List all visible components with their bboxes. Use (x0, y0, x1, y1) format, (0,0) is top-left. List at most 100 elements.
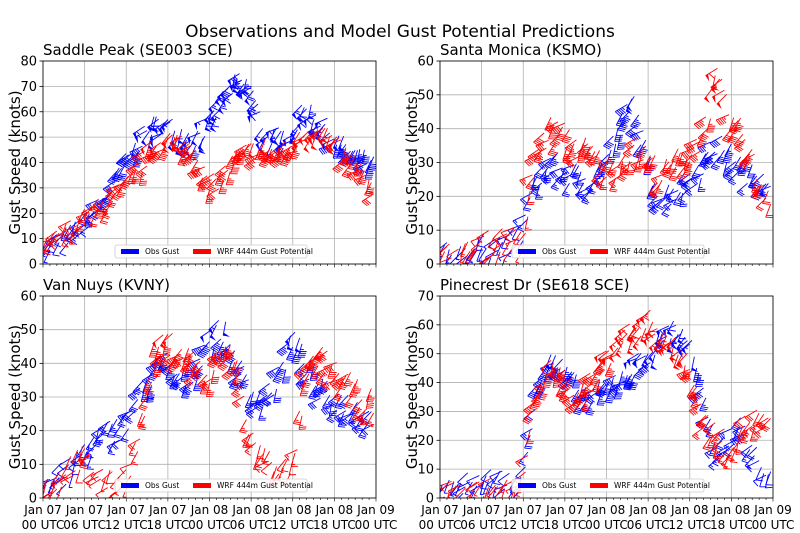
barb-feather (113, 435, 121, 439)
barb-half-feather (85, 482, 89, 486)
y-tick-label: 0 (426, 258, 434, 273)
barb-feather (697, 147, 703, 154)
barb-half-feather (66, 229, 70, 233)
barb-feather (161, 153, 169, 157)
barb-feather (274, 159, 282, 163)
barb-feather (219, 348, 227, 351)
barb-feather (211, 382, 219, 385)
barb-feather (361, 201, 368, 207)
barb-half-feather (340, 377, 345, 381)
barb-feather (344, 405, 352, 409)
wind-barb (507, 492, 513, 498)
y-tick-label: 10 (417, 224, 434, 239)
barb-feather (230, 371, 236, 378)
barb-half-feather (75, 228, 80, 232)
barb-feather (106, 446, 113, 453)
barb-feather (320, 355, 327, 361)
barb-feather (202, 348, 210, 353)
wind-barb (313, 346, 325, 362)
barb-feather (627, 170, 635, 172)
barb-feather (120, 439, 128, 443)
barb-feather (96, 439, 103, 444)
wind-barb (328, 139, 342, 152)
wind-barb (630, 130, 644, 142)
barb-feather (202, 383, 209, 389)
barb-feather (711, 462, 719, 467)
barb-half-feather (498, 257, 502, 262)
barb-feather (183, 149, 190, 155)
barb-feather (734, 127, 742, 131)
barb-feather (267, 372, 274, 379)
wind-barb (280, 457, 289, 473)
barb-staff (116, 469, 127, 480)
barb-half-feather (686, 150, 690, 154)
barb-feather (621, 168, 628, 174)
barb-feather (526, 185, 534, 189)
barb-feather (362, 158, 370, 161)
barb-feather (315, 356, 322, 360)
wind-barb (323, 362, 337, 374)
barb-staff (279, 130, 284, 145)
barb-feather (640, 148, 648, 151)
barb-half-feather (470, 254, 474, 257)
wind-barb (635, 145, 647, 160)
barb-feather (662, 212, 670, 217)
barb-feather (98, 428, 105, 434)
barb-feather (355, 170, 363, 174)
barb-half-feather (727, 150, 732, 153)
barb-feather (659, 329, 665, 336)
barb-feather (112, 178, 120, 183)
barb-feather (737, 140, 745, 144)
barb-feather (209, 193, 216, 200)
barb-staff (63, 470, 76, 479)
barb-feather (682, 183, 689, 190)
wind-barb (60, 475, 74, 485)
wind-barb (655, 179, 664, 195)
barb-feather (308, 397, 316, 400)
barb-half-feather (548, 122, 552, 124)
barb-feather (729, 137, 737, 141)
barb-feather (351, 418, 359, 422)
wind-barb (79, 454, 92, 467)
wind-barb (493, 470, 501, 486)
wind-barb (317, 380, 328, 395)
barb-feather (736, 141, 744, 146)
barb-feather (117, 193, 125, 197)
wind-barb (179, 361, 192, 376)
barb-feather (181, 380, 189, 382)
barb-feather (181, 369, 188, 374)
barb-feather (690, 156, 697, 162)
barb-feather (687, 147, 694, 153)
barb-half-feather (721, 432, 725, 436)
barb-feather (619, 163, 627, 167)
barb-feather (224, 373, 231, 379)
barb-feather (224, 360, 232, 365)
wind-barb (258, 383, 270, 397)
barb-feather (74, 229, 80, 235)
barb-feather (309, 365, 317, 369)
barb-feather (710, 167, 718, 171)
wind-barb (446, 248, 459, 260)
barb-flag (180, 153, 187, 159)
wind-barb (711, 89, 725, 104)
barb-feather (668, 179, 677, 182)
barb-half-feather (140, 424, 144, 426)
barb-feather (618, 142, 626, 145)
barb-feather (528, 394, 536, 398)
barb-half-feather (562, 178, 566, 182)
wind-barb (284, 331, 296, 348)
wind-barb (319, 135, 333, 149)
wind-barb (497, 472, 510, 486)
barb-staff (500, 227, 515, 234)
barb-feather (326, 365, 332, 372)
barb-feather (118, 423, 126, 427)
wind-barb (101, 471, 113, 485)
barb-feather (673, 157, 681, 160)
barb-feather (759, 190, 765, 197)
barb-feather (489, 476, 495, 483)
barb-half-feather (689, 142, 693, 146)
barb-feather (521, 179, 527, 186)
wind-barb (524, 216, 532, 231)
barb-feather (580, 410, 588, 413)
